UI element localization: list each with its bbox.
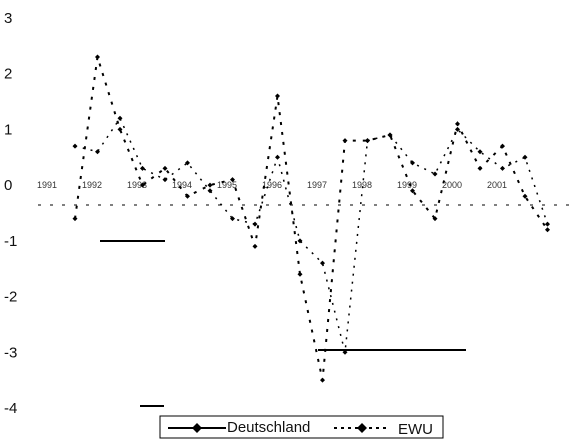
- data-point-ewu: [185, 193, 190, 199]
- x-tick-label: 2000: [442, 180, 462, 190]
- legend-marker-ewu: [357, 423, 367, 433]
- x-tick-label: 1994: [172, 180, 192, 190]
- data-point-ewu: [477, 165, 483, 171]
- data-point-ewu: [342, 138, 348, 144]
- data-point-deutschland: [72, 143, 78, 149]
- x-tick-label: 1992: [82, 180, 102, 190]
- x-tick-label: 1991: [37, 180, 57, 190]
- data-point-deutschland: [117, 115, 123, 121]
- data-point-ewu: [297, 271, 303, 277]
- data-point-ewu: [207, 182, 213, 188]
- data-point-deutschland: [185, 160, 190, 166]
- y-tick-label: -3: [4, 344, 17, 361]
- y-tick-label: -1: [4, 233, 17, 250]
- data-point-ewu: [545, 227, 550, 233]
- data-point-ewu: [522, 193, 528, 199]
- data-point-ewu: [365, 138, 370, 144]
- y-tick-label: 0: [4, 177, 12, 194]
- data-point-deutschland: [95, 149, 100, 155]
- legend: Deutschland EWU: [159, 415, 444, 439]
- data-point-deutschland: [297, 238, 303, 244]
- data-point-deutschland: [500, 165, 505, 171]
- data-point-ewu: [95, 54, 100, 60]
- x-tick-label: 1999: [397, 180, 417, 190]
- data-point-deutschland: [162, 177, 168, 183]
- legend-box: [159, 415, 444, 439]
- data-point-deutschland: [432, 171, 438, 177]
- x-tick-label: 2001: [487, 180, 507, 190]
- data-point-ewu: [410, 188, 415, 194]
- legend-label-deutschland: Deutschland: [227, 419, 310, 436]
- series-line-ewu: [74, 56, 549, 381]
- data-point-deutschland: [342, 349, 348, 355]
- y-tick-label: -4: [4, 400, 17, 417]
- y-tick-label: 2: [4, 66, 12, 83]
- data-point-deutschland: [207, 188, 213, 194]
- x-tick-label: 1993: [127, 180, 147, 190]
- data-point-ewu: [455, 121, 460, 127]
- data-point-deutschland: [455, 126, 460, 132]
- legend-marker-deutschland: [192, 423, 202, 433]
- data-point-deutschland: [230, 216, 235, 222]
- series-line-deutschland: [74, 116, 549, 353]
- data-point-ewu: [140, 182, 145, 188]
- data-point-ewu: [432, 216, 438, 222]
- x-tick-label: 1998: [352, 180, 372, 190]
- data-point-ewu: [387, 132, 393, 138]
- y-tick-label: 1: [4, 121, 12, 138]
- data-point-deutschland: [410, 160, 415, 166]
- data-point-ewu: [230, 177, 235, 183]
- data-point-deutschland: [545, 221, 550, 227]
- data-point-deutschland: [320, 260, 325, 266]
- data-point-ewu: [252, 243, 258, 249]
- series-layer: [72, 54, 550, 383]
- data-point-deutschland: [477, 149, 483, 155]
- x-axis-ticks: 1991 1992 1993 1994 1995 1996 1997 1998 1999 2000…: [37, 180, 507, 190]
- x-tick-label: 1997: [307, 180, 327, 190]
- y-tick-label: 3: [4, 10, 12, 27]
- data-point-deutschland: [140, 165, 145, 171]
- data-point-deutschland: [275, 154, 280, 160]
- data-point-ewu: [162, 165, 168, 171]
- data-point-deutschland: [522, 154, 528, 160]
- data-point-ewu: [500, 143, 505, 149]
- x-tick-label: 1996: [262, 180, 282, 190]
- y-tick-label: -2: [4, 289, 17, 306]
- data-point-ewu: [320, 377, 325, 383]
- y-axis-ticks: 3 2 1 0 -1 -2 -3 -4: [4, 10, 17, 417]
- data-point-ewu: [72, 216, 78, 222]
- data-point-deutschland: [252, 221, 258, 227]
- data-point-ewu: [117, 126, 123, 132]
- data-point-ewu: [275, 93, 280, 99]
- legend-label-ewu: EWU: [398, 421, 433, 438]
- x-tick-label: 1995: [217, 180, 237, 190]
